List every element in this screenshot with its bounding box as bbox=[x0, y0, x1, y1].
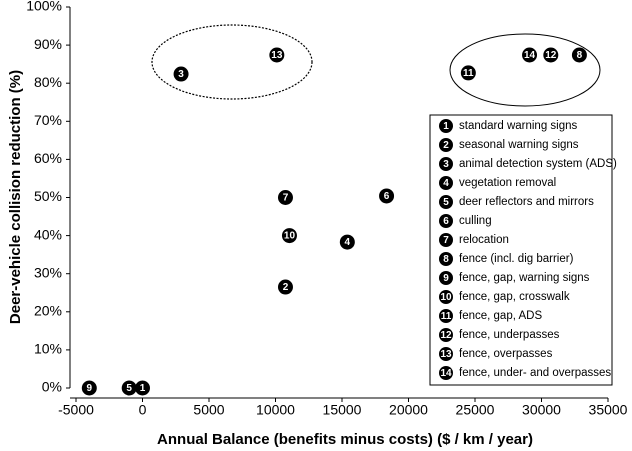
y-tick-label: 0% bbox=[42, 379, 62, 395]
point-label: 6 bbox=[384, 191, 390, 202]
point-label: 11 bbox=[463, 68, 474, 79]
legend-marker-label: 2 bbox=[443, 140, 449, 151]
legend-marker bbox=[439, 271, 453, 285]
legend-marker-label: 12 bbox=[440, 330, 452, 341]
y-tick-label: 70% bbox=[34, 112, 62, 128]
legend-marker-label: 10 bbox=[440, 292, 452, 303]
x-tick-label: 5000 bbox=[193, 402, 224, 418]
point bbox=[81, 380, 97, 396]
point bbox=[135, 380, 150, 396]
legend-marker-label: 6 bbox=[443, 216, 449, 227]
y-tick-label: 100% bbox=[26, 0, 62, 14]
point bbox=[173, 66, 189, 82]
x-tick-label: 15000 bbox=[323, 402, 362, 418]
point bbox=[277, 279, 293, 295]
point-label: 9 bbox=[87, 383, 93, 394]
legend-marker bbox=[439, 366, 453, 380]
legend-label: fence, gap, warning signs bbox=[459, 272, 590, 284]
legend-label: fence, gap, crosswalk bbox=[459, 291, 570, 303]
legend-marker bbox=[439, 214, 453, 228]
legend-marker-label: 7 bbox=[443, 235, 449, 246]
point bbox=[571, 47, 587, 63]
y-tick-label: 80% bbox=[34, 74, 62, 90]
legend-marker bbox=[439, 119, 453, 133]
point-label: 5 bbox=[126, 383, 132, 394]
x-tick-label: -5000 bbox=[58, 402, 94, 418]
x-tick-label: 30000 bbox=[522, 402, 561, 418]
legend-label: vegetation removal bbox=[459, 177, 556, 189]
legend-marker-label: 3 bbox=[443, 159, 449, 170]
legend-label: culling bbox=[459, 215, 492, 227]
y-tick-label: 30% bbox=[34, 264, 62, 280]
legend-label: fence, overpasses bbox=[459, 348, 553, 360]
y-tick-label: 40% bbox=[34, 226, 62, 242]
point-label: 4 bbox=[345, 237, 351, 248]
point bbox=[543, 47, 559, 63]
point bbox=[121, 380, 137, 396]
legend-marker bbox=[439, 328, 453, 342]
legend-marker bbox=[439, 233, 453, 247]
y-tick-label: 90% bbox=[34, 36, 62, 52]
legend-label: fence, underpasses bbox=[459, 329, 560, 341]
legend-marker-label: 11 bbox=[441, 311, 452, 322]
legend-label: seasonal warning signs bbox=[459, 139, 579, 151]
y-tick-label: 20% bbox=[34, 303, 62, 319]
point-label: 13 bbox=[271, 50, 283, 61]
legend-label: standard warning signs bbox=[459, 120, 578, 132]
point bbox=[460, 65, 476, 81]
point-label: 3 bbox=[178, 69, 184, 80]
point bbox=[522, 47, 538, 63]
y-tick-label: 50% bbox=[34, 188, 62, 204]
x-tick-label: 20000 bbox=[389, 402, 428, 418]
legend-label: fence, under- and overpasses bbox=[459, 367, 611, 379]
point-label: 14 bbox=[524, 50, 536, 61]
legend-marker bbox=[439, 309, 453, 323]
point bbox=[281, 228, 297, 244]
x-tick-label: 10000 bbox=[256, 402, 295, 418]
legend-box bbox=[429, 114, 613, 386]
point bbox=[269, 47, 285, 63]
legend-marker-label: 5 bbox=[443, 197, 449, 208]
legend-marker-label: 14 bbox=[440, 368, 452, 379]
legend-marker bbox=[439, 157, 453, 171]
point bbox=[339, 234, 355, 250]
legend-marker bbox=[439, 176, 453, 190]
x-tick-label: 35000 bbox=[589, 402, 628, 418]
legend-label: deer reflectors and mirrors bbox=[459, 196, 594, 208]
x-tick-label: 0 bbox=[139, 402, 147, 418]
legend-marker-label: 8 bbox=[443, 254, 449, 265]
point-label: 7 bbox=[283, 193, 289, 204]
point-label: 2 bbox=[283, 282, 289, 293]
y-tick-label: 10% bbox=[34, 341, 62, 357]
legend-label: relocation bbox=[459, 234, 509, 246]
point-label: 10 bbox=[284, 231, 296, 242]
legend-marker-label: 9 bbox=[443, 273, 449, 284]
group-ellipse bbox=[449, 33, 601, 107]
group-ellipse bbox=[151, 24, 313, 100]
legend-label: animal detection system (ADS) bbox=[459, 158, 617, 170]
legend-marker-label: 1 bbox=[443, 121, 449, 132]
legend-marker bbox=[439, 290, 453, 304]
legend-marker bbox=[439, 195, 453, 209]
legend-marker bbox=[439, 347, 453, 361]
point-label: 8 bbox=[577, 50, 583, 61]
point-label: 12 bbox=[545, 50, 557, 61]
legend-marker-label: 13 bbox=[440, 349, 452, 360]
legend-label: fence (incl. dig barrier) bbox=[459, 253, 574, 265]
legend-label: fence, gap, ADS bbox=[459, 310, 542, 322]
y-tick-label: 60% bbox=[34, 150, 62, 166]
point bbox=[277, 190, 293, 205]
x-axis-title: Annual Balance (benefits minus costs) ($… bbox=[157, 431, 533, 448]
point bbox=[379, 188, 395, 204]
legend-marker bbox=[439, 252, 453, 266]
y-axis-title: Deer-vehicle collision reduction (%) bbox=[7, 70, 24, 324]
x-tick-label: 25000 bbox=[456, 402, 495, 418]
point-label: 1 bbox=[140, 383, 146, 394]
legend-marker bbox=[439, 138, 453, 152]
legend-marker-label: 4 bbox=[443, 178, 449, 189]
